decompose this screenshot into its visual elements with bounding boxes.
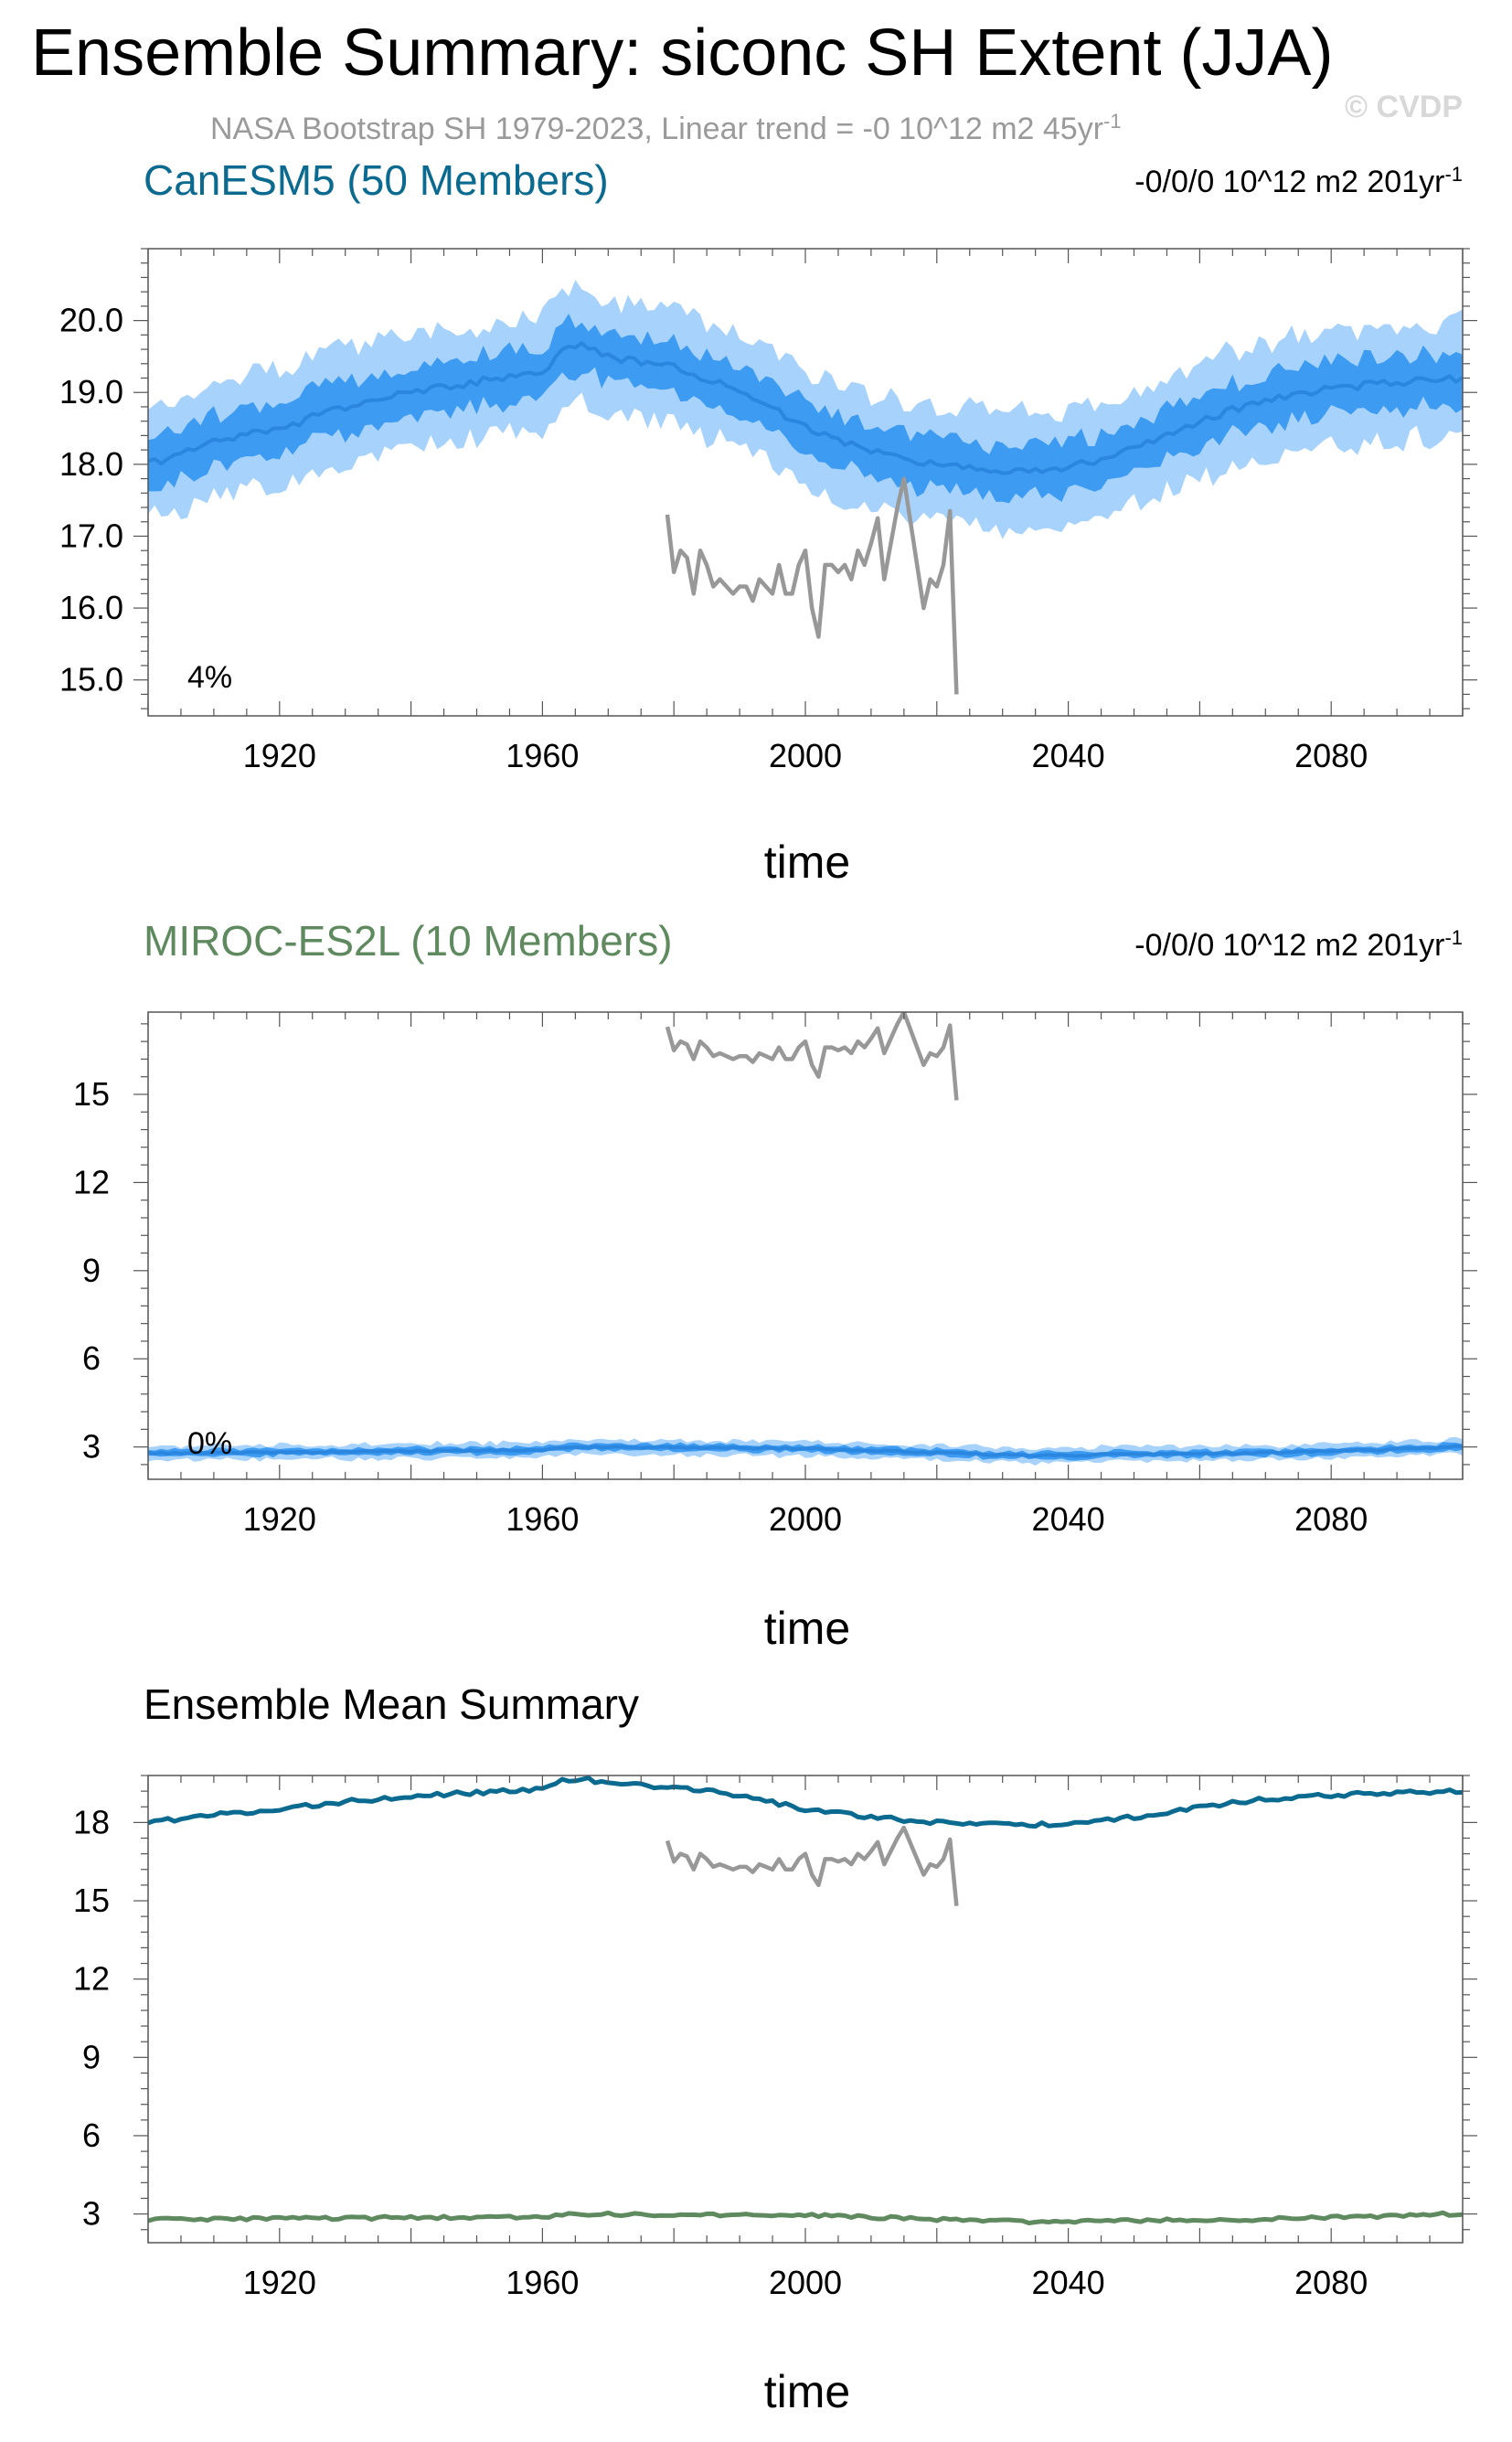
y-tick-label: 3 xyxy=(82,2195,101,2233)
x-tick-label: 1920 xyxy=(243,2264,316,2301)
panel1-trend-text: -0/0/0 10^12 m2 201yr xyxy=(1134,165,1444,199)
panel3-frame xyxy=(147,1775,1464,2244)
panel1-title: CanESM5 (50 Members) xyxy=(144,156,609,204)
x-tick-label: 2040 xyxy=(1032,1500,1105,1538)
panel1-xlabel: time xyxy=(764,837,850,888)
panel2-trend: -0/0/0 10^12 m2 201yr-1 xyxy=(1134,926,1463,963)
x-tick-label: 2080 xyxy=(1294,737,1368,774)
x-tick-label: 2040 xyxy=(1032,737,1105,774)
canesm5-ensemble-mean-line xyxy=(148,1776,1463,1829)
x-tick-label: 2080 xyxy=(1294,1500,1368,1538)
y-tick-label: 20.0 xyxy=(59,302,123,339)
x-tick-label: 1920 xyxy=(243,737,316,774)
y-tick-label: 9 xyxy=(82,1252,101,1289)
y-tick-label: 12 xyxy=(73,1960,110,1998)
panel2-annotation: 0% xyxy=(187,1426,232,1461)
x-tick-label: 1920 xyxy=(243,1500,316,1538)
subtitle-superscript: -1 xyxy=(1103,110,1122,133)
observations-line xyxy=(665,1825,959,1906)
x-tick-label: 2080 xyxy=(1294,2264,1368,2301)
panel1-trend-sup: -1 xyxy=(1444,163,1463,186)
panel3-plot: 1920 1960 2000 2040 2080 3 6 9 12 15 18 xyxy=(73,1775,1477,2301)
panel2-xlabel: time xyxy=(764,1603,850,1654)
panel2-trend-text: -0/0/0 10^12 m2 201yr xyxy=(1134,928,1444,963)
x-tick-label: 2000 xyxy=(769,2264,842,2301)
panel3-xlabel: time xyxy=(764,2366,850,2417)
y-tick-label: 12 xyxy=(73,1163,110,1200)
y-tick-label: 17.0 xyxy=(59,517,123,554)
watermark: © CVDP xyxy=(1345,90,1463,124)
y-tick-label: 15 xyxy=(73,1882,110,1919)
ensemble-range-band xyxy=(148,1436,1463,1466)
ensemble-mean-line xyxy=(148,1444,1463,1458)
subtitle-text: NASA Bootstrap SH 1979-2023, Linear tren… xyxy=(210,112,1103,146)
y-tick-label: 3 xyxy=(82,1428,101,1466)
miroc-es2l-ensemble-mean-line xyxy=(148,2210,1463,2225)
y-tick-label: 6 xyxy=(82,1339,101,1377)
observations-line xyxy=(665,1012,959,1101)
panel2-frame xyxy=(147,1011,1464,1480)
x-tick-label: 2000 xyxy=(769,1500,842,1538)
panel1-plot: 1920 1960 2000 2040 2080 15.0 16.0 17.0 18.0 19.0… xyxy=(59,248,1477,774)
x-tick-label: 1960 xyxy=(506,1500,579,1538)
y-tick-label: 15 xyxy=(73,1075,110,1113)
y-tick-label: 15.0 xyxy=(59,661,123,698)
observations-line xyxy=(665,476,959,695)
y-tick-label: 19.0 xyxy=(59,373,123,411)
panel2-trend-sup: -1 xyxy=(1444,926,1463,949)
panel2-plot: 1920 1960 2000 2040 2080 3 6 9 12 15 xyxy=(73,1011,1477,1538)
ensemble-mean-line xyxy=(148,341,1463,475)
y-tick-label: 6 xyxy=(82,2117,101,2154)
subtitle: NASA Bootstrap SH 1979-2023, Linear tren… xyxy=(210,110,1122,146)
x-tick-label: 2000 xyxy=(769,737,842,774)
page-title: Ensemble Summary: siconc SH Extent (JJA) xyxy=(31,16,1333,90)
x-tick-label: 1960 xyxy=(506,737,579,774)
y-tick-label: 18 xyxy=(73,1803,110,1840)
panel1-trend: -0/0/0 10^12 m2 201yr-1 xyxy=(1134,163,1463,199)
y-tick-label: 16.0 xyxy=(59,589,123,626)
y-tick-label: 9 xyxy=(82,2038,101,2075)
panel1-annotation: 4% xyxy=(187,660,232,695)
panel3-title: Ensemble Mean Summary xyxy=(144,1680,639,1728)
x-tick-label: 1960 xyxy=(506,2264,579,2301)
y-tick-label: 18.0 xyxy=(59,445,123,483)
ensemble-iqr-band xyxy=(148,314,1463,504)
ensemble-iqr-band xyxy=(148,1442,1463,1461)
x-tick-label: 2040 xyxy=(1032,2264,1105,2301)
panel2-title: MIROC-ES2L (10 Members) xyxy=(144,917,673,965)
